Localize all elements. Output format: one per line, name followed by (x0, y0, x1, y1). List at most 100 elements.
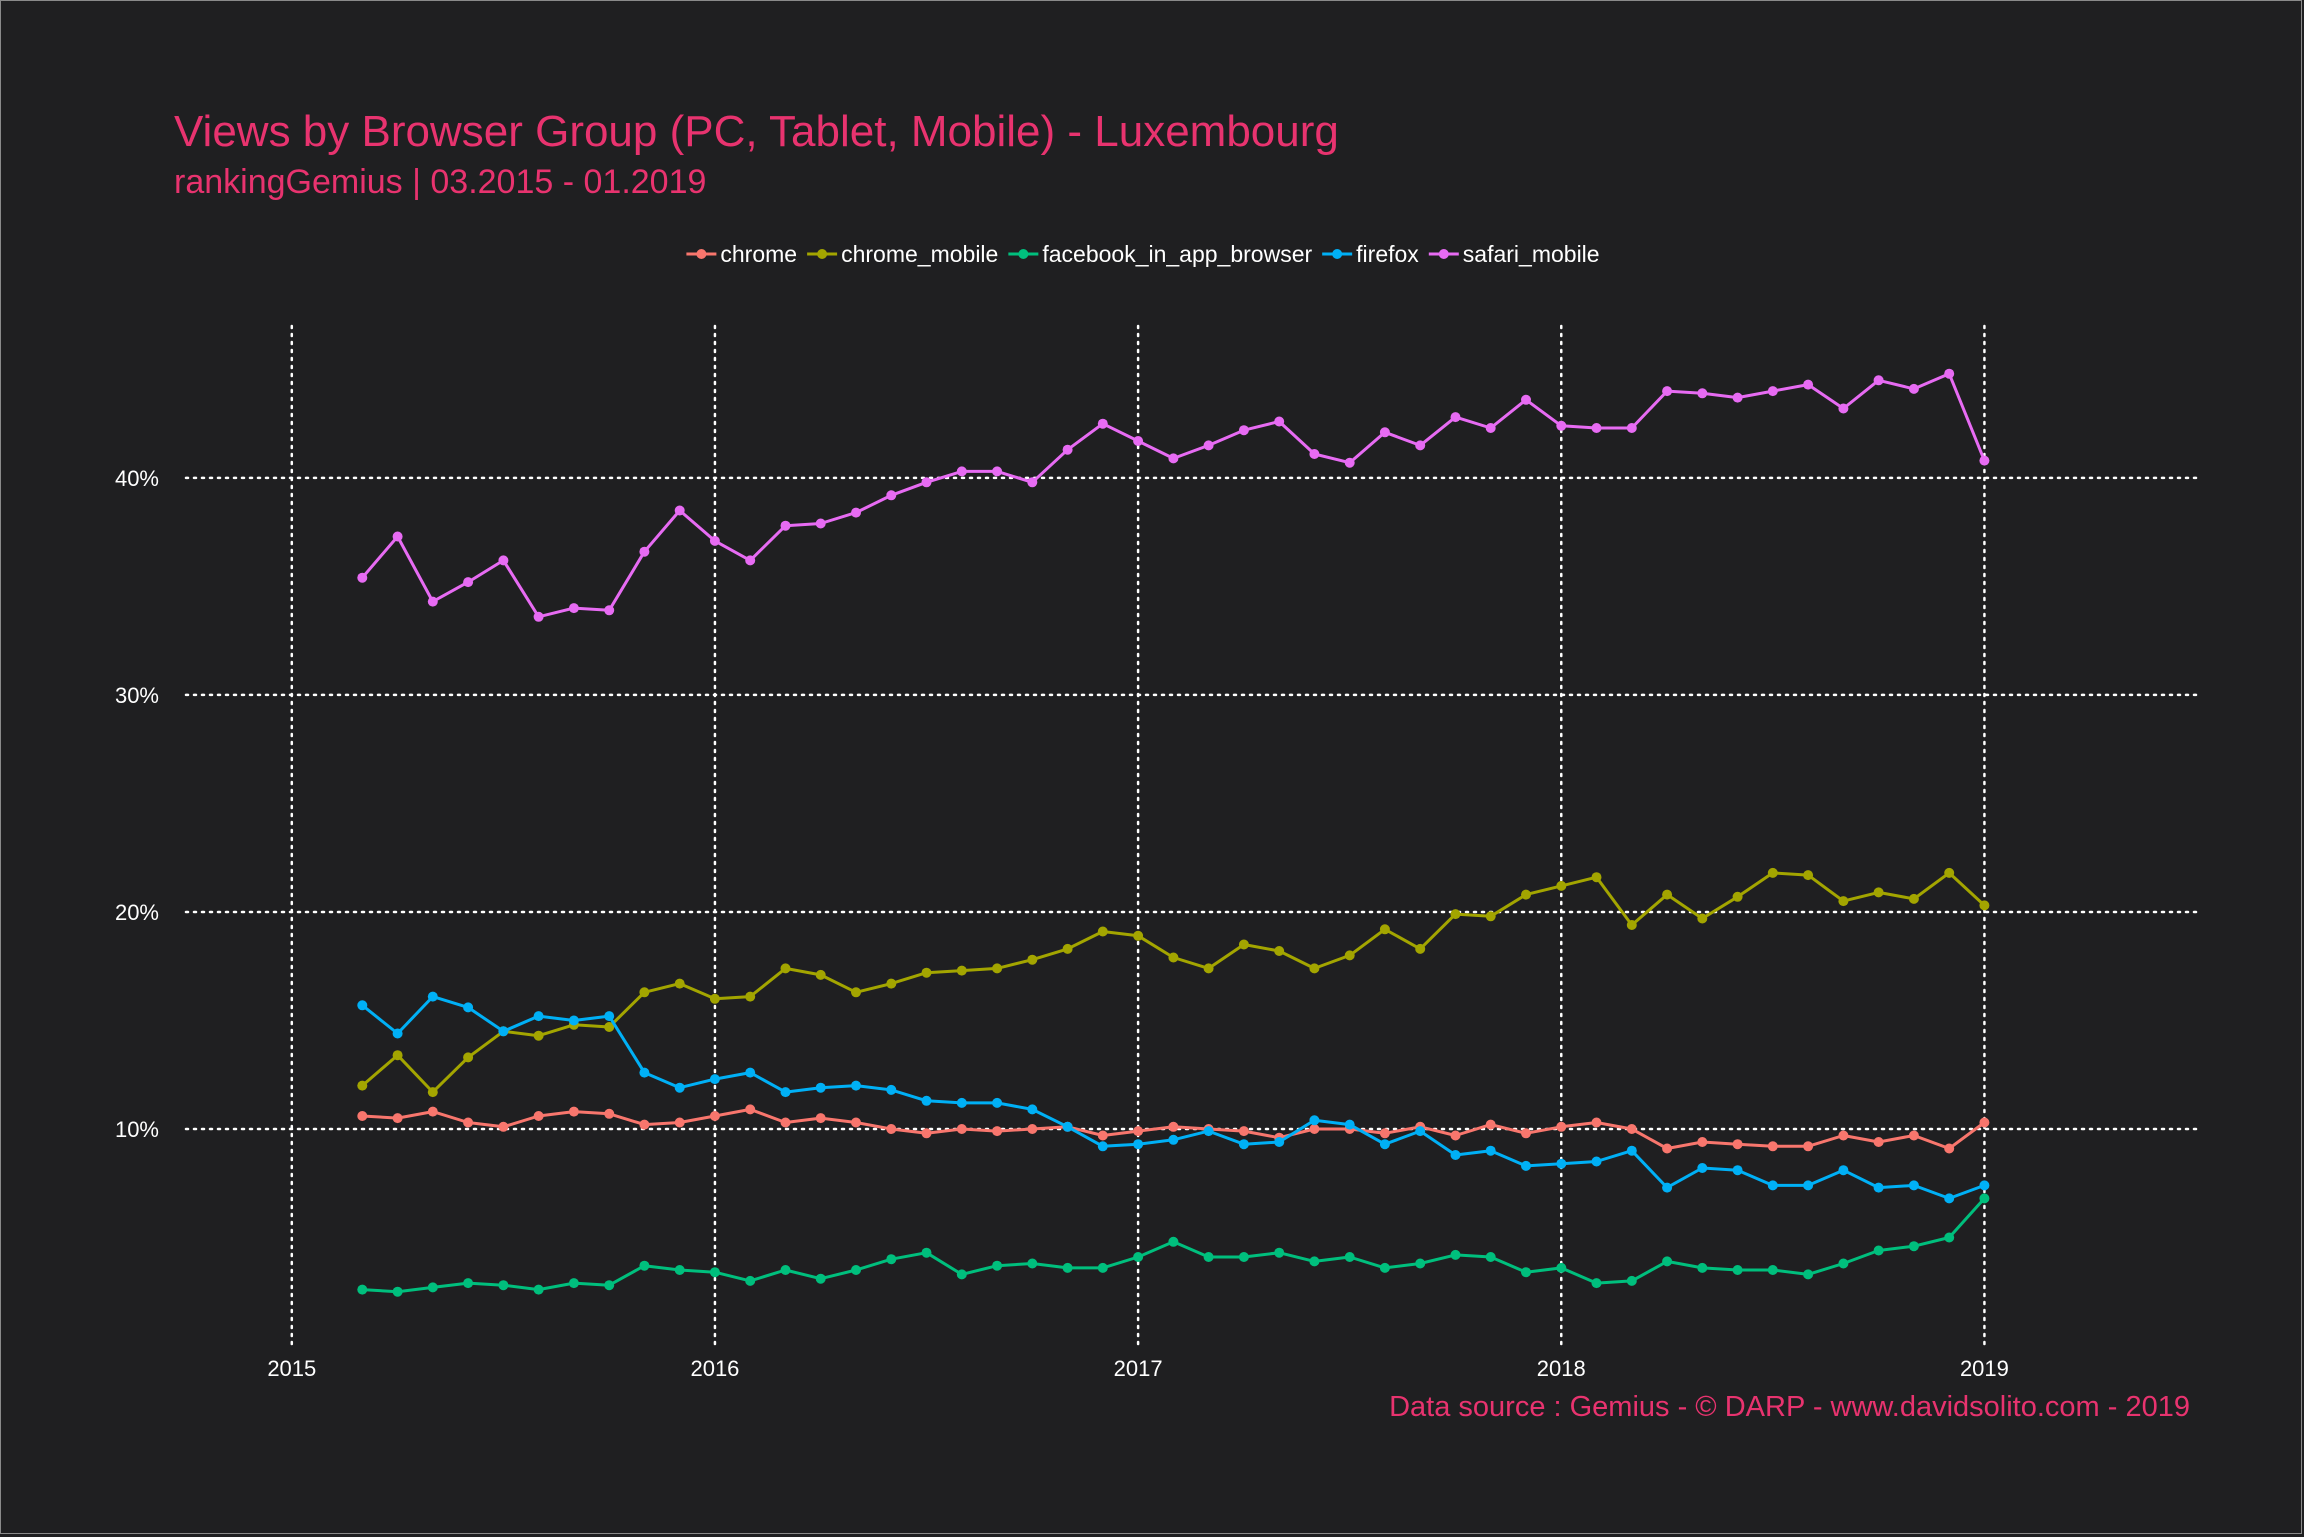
data-point (1203, 1252, 1214, 1262)
data-point (956, 1124, 967, 1134)
data-point (709, 1074, 720, 1085)
data-point (498, 1121, 509, 1132)
data-point (1662, 889, 1673, 900)
data-point (992, 466, 1003, 477)
series-safari_mobile (357, 368, 1990, 622)
data-point (1662, 1256, 1673, 1267)
data-point (745, 1275, 756, 1286)
series-chrome (357, 1104, 1990, 1154)
data-point (992, 1097, 1003, 1108)
data-point (815, 1113, 826, 1124)
data-point (1097, 1141, 1108, 1152)
chart-title: Views by Browser Group (PC, Tablet, Mobi… (174, 107, 1339, 156)
data-point (1485, 911, 1496, 922)
y-tick-label: 20% (115, 900, 159, 925)
series-facebook_in_app_browser (357, 1193, 1990, 1297)
data-point (639, 1119, 650, 1130)
data-point (1274, 1137, 1285, 1147)
data-point (886, 490, 897, 501)
data-point (1873, 1182, 1884, 1193)
data-point (427, 991, 438, 1002)
data-point (1168, 453, 1179, 464)
data-point (533, 1030, 544, 1041)
data-point (498, 1026, 509, 1037)
data-point (1238, 1139, 1249, 1150)
legend-key-point (1018, 249, 1029, 259)
data-point (1027, 1124, 1038, 1134)
data-point (921, 477, 932, 488)
data-point (921, 967, 932, 978)
data-point (1767, 386, 1778, 397)
data-point (1521, 889, 1531, 900)
y-tick-label: 30% (115, 683, 159, 708)
data-point (1485, 1145, 1496, 1156)
legend-label: chrome (720, 241, 797, 267)
data-point (1556, 880, 1567, 891)
data-point (815, 1273, 826, 1284)
data-point (780, 1265, 791, 1275)
data-point (1556, 1121, 1567, 1132)
data-point (1979, 900, 1990, 911)
data-point (1838, 1165, 1849, 1176)
data-point (886, 1084, 897, 1095)
data-point (992, 963, 1003, 974)
series-lines (357, 368, 1990, 1297)
data-point (1908, 383, 1919, 394)
data-point (639, 987, 650, 998)
data-point (1803, 379, 1814, 390)
data-point (1662, 1182, 1673, 1193)
data-point (851, 987, 861, 998)
data-point (1979, 455, 1990, 466)
data-point (1521, 1160, 1531, 1171)
data-point (1203, 1126, 1214, 1137)
chart-caption: Data source : Gemius - © DARP - www.davi… (1389, 1391, 2190, 1423)
data-point (815, 969, 826, 980)
data-point (1767, 1141, 1778, 1152)
y-axis: 10% 20% 30% 40% (115, 466, 159, 1142)
data-point (1732, 1265, 1743, 1275)
data-point (956, 466, 967, 477)
data-point (1697, 913, 1708, 924)
data-point (1379, 427, 1390, 438)
data-point (1873, 1245, 1884, 1256)
data-point (1027, 1258, 1038, 1269)
data-point (1626, 423, 1637, 433)
data-point (1062, 1121, 1073, 1132)
data-point (639, 1260, 650, 1271)
data-point (1979, 1117, 1990, 1128)
x-tick-label: 2019 (1960, 1356, 2009, 1381)
data-point (1203, 440, 1214, 451)
data-point (392, 1028, 403, 1039)
data-point (1908, 1130, 1919, 1141)
data-point (1274, 416, 1285, 427)
data-point (604, 1108, 615, 1119)
data-point (1767, 1180, 1778, 1191)
data-point (1062, 1262, 1073, 1273)
data-point (498, 1280, 509, 1291)
data-point (1556, 1158, 1567, 1169)
data-point (1133, 1139, 1144, 1150)
data-point (745, 555, 756, 566)
data-point (745, 1067, 756, 1078)
data-point (1591, 1278, 1602, 1289)
data-point (1344, 457, 1355, 468)
data-point (674, 978, 685, 989)
data-point (1344, 950, 1355, 961)
series-line (361, 871, 1986, 1094)
data-point (851, 1117, 861, 1128)
data-point (956, 1269, 967, 1280)
series-line (361, 372, 1986, 619)
data-point (1485, 423, 1496, 433)
data-point (1344, 1252, 1355, 1262)
data-point (745, 991, 756, 1002)
data-point (956, 1097, 967, 1108)
data-point (1027, 1104, 1038, 1115)
data-point (1062, 444, 1073, 455)
grid (184, 324, 2198, 1348)
data-point (1697, 388, 1708, 399)
data-point (1591, 423, 1602, 433)
data-point (851, 1080, 861, 1091)
data-point (1097, 418, 1108, 429)
data-point (357, 1000, 368, 1011)
